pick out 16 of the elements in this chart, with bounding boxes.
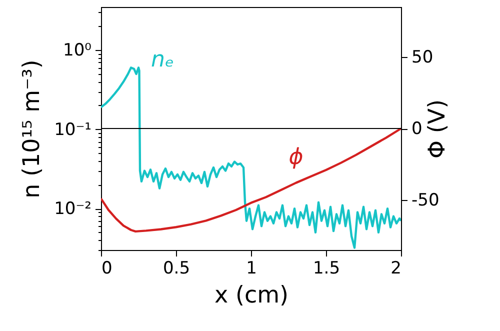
y-tick-label: 10⁰: [63, 40, 92, 61]
x-tick-label: 1.5: [312, 258, 340, 278]
x-axis-title: x (cm): [214, 282, 288, 308]
y2-tick-label: -50: [412, 190, 440, 210]
x-tick-label: 1: [246, 258, 257, 278]
y2-tick-label: 50: [412, 48, 434, 68]
y2-tick-label: 0: [412, 119, 422, 139]
y-axis-title: n (10¹⁵ m⁻³): [19, 60, 46, 198]
y-tick-label: 10⁻²: [54, 199, 92, 220]
x-tick-label: 0: [102, 258, 112, 278]
y2-axis-title: Φ (V): [424, 99, 450, 159]
series-label: ϕ: [288, 144, 304, 170]
series-label: nₑ: [151, 48, 174, 73]
x-tick-label: 0.5: [162, 258, 190, 278]
x-tick-label: 2: [390, 258, 402, 278]
y-tick-label: 10⁻¹: [54, 120, 92, 140]
